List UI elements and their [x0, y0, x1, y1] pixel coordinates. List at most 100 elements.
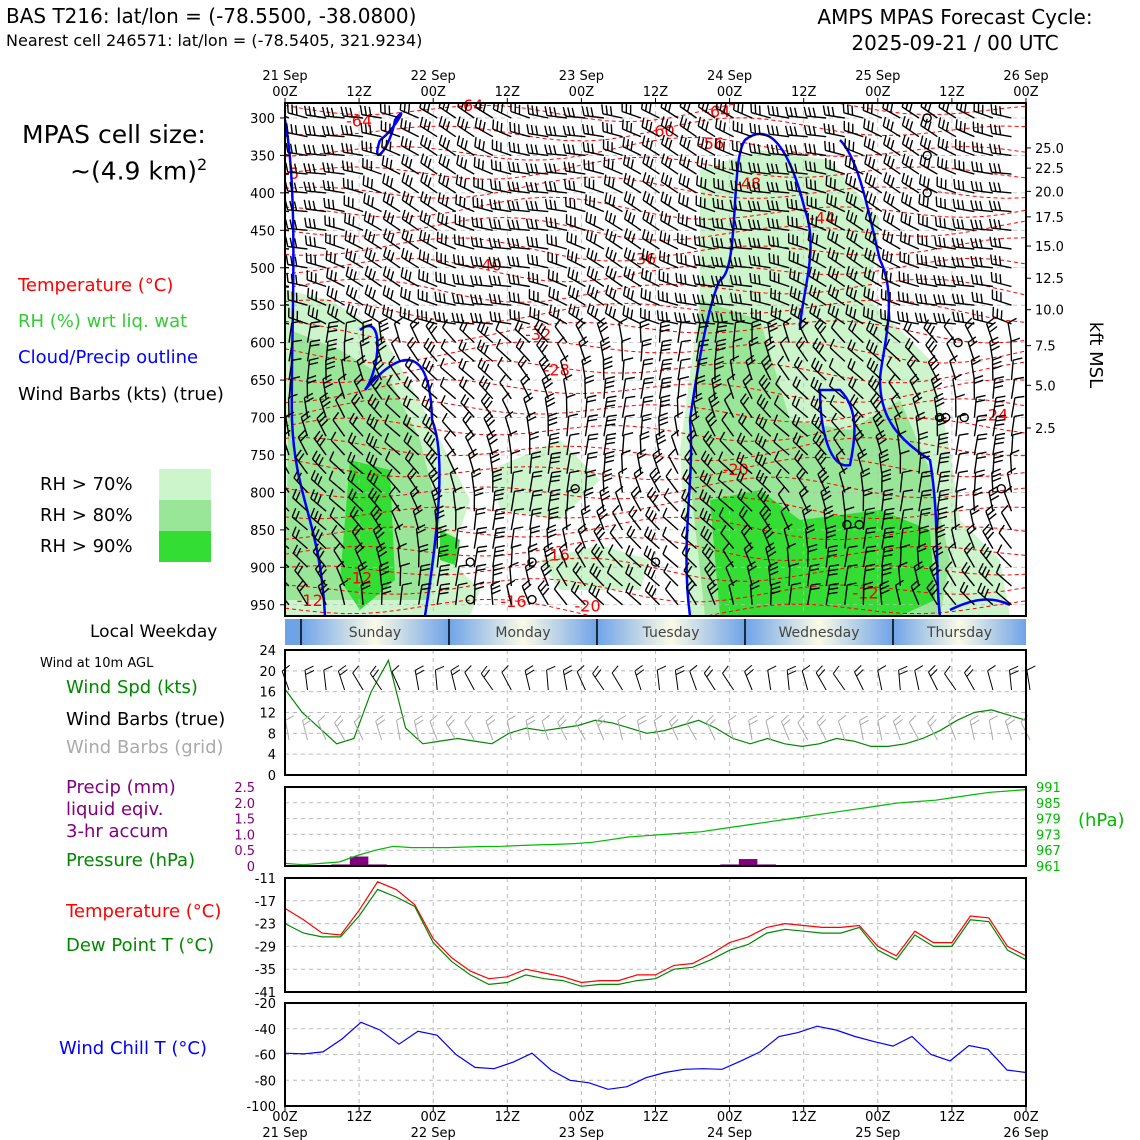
wind-barb — [970, 237, 993, 250]
wind-barb — [586, 284, 605, 306]
wind-barb — [304, 235, 327, 250]
wind-barb — [562, 523, 572, 549]
wind-barb-true — [464, 665, 475, 691]
wind-barb — [729, 355, 740, 381]
wind-barb — [936, 506, 948, 530]
calm-wind-circle — [570, 483, 580, 494]
wind-barb — [418, 269, 438, 288]
wind-barb — [390, 336, 401, 362]
wind-barb — [951, 293, 975, 306]
wind-barb — [507, 430, 518, 456]
wind-barb — [766, 181, 790, 194]
wind-barb — [508, 141, 530, 157]
wind-barb-true — [562, 665, 573, 691]
wind-barb — [659, 230, 679, 250]
wind-barb — [306, 270, 327, 288]
cloud-outline-path — [949, 598, 1011, 612]
wind-barb — [844, 506, 855, 530]
wind-barb — [517, 355, 531, 381]
wind-barb — [436, 525, 447, 549]
wind-barb — [973, 394, 986, 418]
wind-barb — [754, 433, 772, 456]
wind-barb — [565, 214, 586, 231]
wind-barb — [623, 209, 642, 231]
wind-barb — [909, 373, 920, 400]
wind-barb-grid — [464, 715, 475, 741]
wind-barb — [844, 138, 864, 157]
wind-barb — [786, 198, 808, 213]
isotherm-line — [285, 237, 1026, 262]
wind-barb — [586, 266, 605, 288]
wind-barb — [641, 229, 660, 250]
wind-barb — [321, 144, 345, 157]
wind-barb — [621, 357, 634, 381]
chill-tick-label: -80 — [255, 1074, 276, 1089]
wind-barb — [827, 303, 846, 325]
wind-barb — [470, 294, 493, 306]
wind-barb — [626, 525, 642, 550]
hour-label-bottom: 00Z — [569, 1110, 595, 1125]
date-label-top: 21 Sep — [262, 69, 307, 84]
wind-barb — [364, 247, 382, 269]
isotherm-label: -28 — [544, 360, 570, 379]
wind-barb — [938, 103, 957, 119]
wind-barb — [881, 545, 894, 568]
wind-barb — [929, 560, 941, 587]
wind-barb — [596, 504, 608, 531]
wind-barb — [918, 451, 931, 474]
wind-tick-label: 12 — [259, 707, 276, 722]
wind-barb — [783, 523, 793, 549]
wind-barb — [369, 374, 383, 400]
wind-barb — [899, 450, 910, 474]
hour-label-top: 00Z — [717, 85, 743, 100]
wind-barb — [310, 489, 327, 512]
wind-barb — [729, 274, 753, 288]
wind-barb — [830, 412, 846, 437]
wind-barb — [718, 507, 735, 531]
wind-barb — [915, 273, 938, 288]
wind-barb — [507, 219, 530, 231]
wind-barb — [869, 392, 883, 418]
temp-tick-label: -17 — [255, 895, 276, 910]
wind-barb — [417, 289, 438, 306]
wind-barb — [443, 430, 457, 456]
wind-barb — [667, 448, 679, 475]
wind-barb — [925, 336, 938, 362]
wind-barb — [382, 191, 401, 213]
wind-barb — [936, 451, 951, 474]
wind-barb — [649, 467, 662, 493]
wind-barb — [545, 216, 568, 231]
wind-barb — [717, 470, 735, 493]
wind-barb — [730, 180, 753, 194]
windspd-label: Wind Spd (kts) — [66, 677, 198, 698]
wind-barb — [419, 134, 438, 156]
wind-barb — [844, 564, 858, 587]
wind-barb — [663, 487, 679, 512]
rh-region-rh70 — [490, 440, 600, 520]
height-tick-label: 7.5 — [1035, 340, 1056, 355]
wind-barb — [419, 210, 438, 231]
wind-barb — [582, 141, 605, 157]
wind-barb — [324, 215, 345, 231]
wind-barb — [477, 357, 494, 381]
wind-barb-true — [611, 665, 623, 691]
wind-barb — [428, 467, 440, 493]
wind-barb — [656, 310, 679, 325]
legend-rh70-swatch — [159, 469, 211, 500]
wind-barb — [458, 339, 475, 362]
wind-barb — [384, 414, 401, 437]
wind-barb — [899, 469, 912, 493]
wind-barb-true — [703, 665, 716, 691]
wind-barb — [581, 355, 592, 381]
wind-barb — [883, 134, 901, 156]
wind-barb — [438, 134, 457, 156]
wind-barb — [306, 357, 319, 381]
wind-barb — [566, 432, 580, 456]
wind-barb — [425, 449, 438, 475]
wind-barb — [814, 318, 827, 343]
wind-barb — [566, 413, 579, 437]
wind-barb — [970, 200, 993, 213]
wind-barb — [679, 134, 697, 156]
wind-barb — [814, 449, 827, 475]
wind-barb-grid — [575, 715, 586, 741]
